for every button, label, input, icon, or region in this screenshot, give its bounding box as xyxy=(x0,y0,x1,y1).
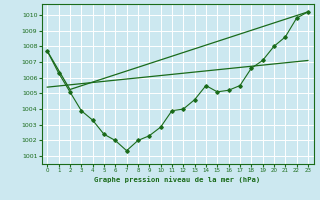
X-axis label: Graphe pression niveau de la mer (hPa): Graphe pression niveau de la mer (hPa) xyxy=(94,176,261,183)
